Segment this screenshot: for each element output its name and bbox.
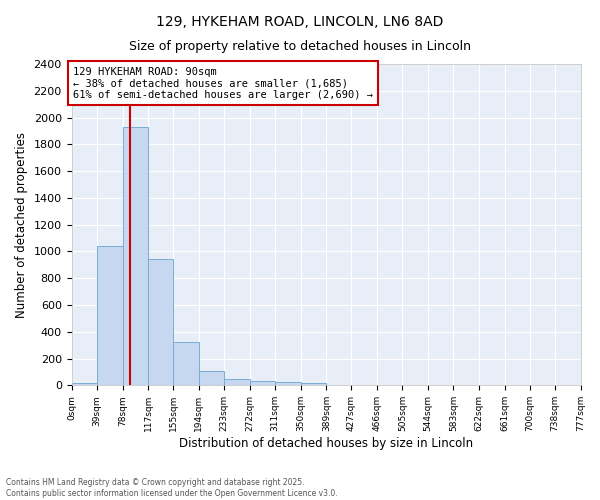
Y-axis label: Number of detached properties: Number of detached properties [15,132,28,318]
Bar [301,382,326,386]
Bar [199,370,224,386]
Text: Size of property relative to detached houses in Lincoln: Size of property relative to detached ho… [129,40,471,53]
Text: Contains HM Land Registry data © Crown copyright and database right 2025.
Contai: Contains HM Land Registry data © Crown c… [6,478,338,498]
Bar [148,260,173,386]
Bar [122,127,148,386]
Bar [173,342,199,386]
Bar [71,382,97,386]
X-axis label: Distribution of detached houses by size in Lincoln: Distribution of detached houses by size … [179,437,473,450]
Bar [250,382,275,386]
Bar [97,246,122,386]
Bar [224,378,250,386]
Text: 129 HYKEHAM ROAD: 90sqm
← 38% of detached houses are smaller (1,685)
61% of semi: 129 HYKEHAM ROAD: 90sqm ← 38% of detache… [73,66,373,100]
Text: 129, HYKEHAM ROAD, LINCOLN, LN6 8AD: 129, HYKEHAM ROAD, LINCOLN, LN6 8AD [157,15,443,29]
Bar [275,382,301,386]
